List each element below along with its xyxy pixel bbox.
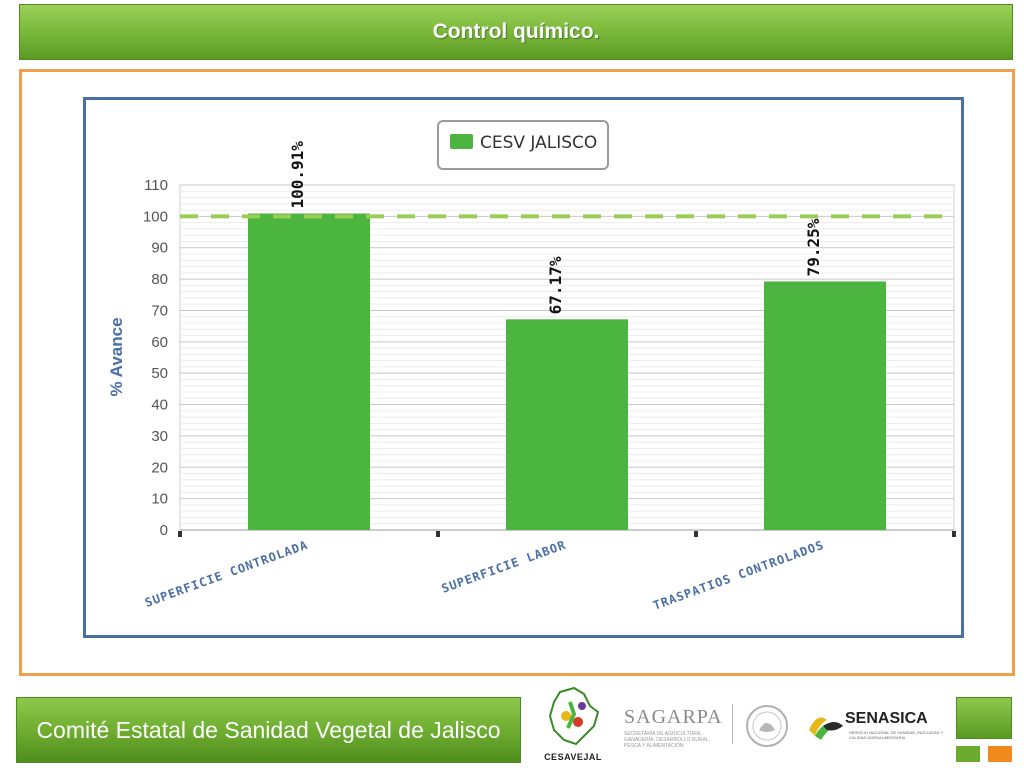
y-tick-label: 50 (151, 365, 168, 382)
data-label: 100.91% (288, 141, 307, 209)
decor-square-green (956, 697, 1012, 739)
jalisco-map-icon (548, 686, 600, 746)
y-tick-label: 70 (151, 302, 168, 319)
x-tick-mark (178, 531, 182, 537)
x-tick-mark (436, 531, 440, 537)
decor-small-orange (988, 746, 1012, 762)
x-tick-mark (694, 531, 698, 537)
y-tick-label: 0 (160, 522, 168, 539)
logo-strip: CESAVEJAL SAGARPA SECRETARÍA DE AGRICULT… (540, 684, 950, 764)
sagarpa-logo: SAGARPA SECRETARÍA DE AGRICULTURA, GANAD… (624, 706, 734, 756)
data-label: 79.25% (804, 218, 823, 276)
category-label: SUPERFICIE LABOR (440, 538, 568, 596)
y-tick-label: 30 (151, 428, 168, 445)
legend-box (437, 120, 609, 170)
y-tick-label: 60 (151, 334, 168, 351)
mexico-seal-icon (745, 704, 789, 748)
sagarpa-subtitle: SECRETARÍA DE AGRICULTURA, GANADERÍA, DE… (624, 731, 711, 749)
y-tick-label: 40 (151, 397, 168, 414)
footer-organization: Comité Estatal de Sanidad Vegetal de Jal… (36, 716, 501, 743)
decor-small-green (956, 746, 980, 762)
category-label: TRASPATIOS CONTROLADOS (651, 538, 826, 613)
y-tick-label: 10 (151, 491, 168, 508)
y-tick-label: 80 (151, 271, 168, 288)
y-axis-title: % Avance (107, 317, 126, 396)
bar (248, 213, 370, 530)
senasica-name: SENASICA (845, 710, 928, 727)
cesavejal-logo: CESAVEJAL (540, 684, 606, 764)
legend-label: CESV JALISCO (480, 133, 597, 153)
data-label: 67.17% (546, 256, 565, 314)
sagarpa-name: SAGARPA (624, 706, 723, 728)
y-tick-label: 100 (143, 208, 168, 225)
y-tick-label: 90 (151, 240, 168, 257)
y-tick-label: 20 (151, 459, 168, 476)
footer-bar: Comité Estatal de Sanidad Vegetal de Jal… (16, 697, 521, 763)
logo-divider (732, 704, 733, 744)
bar (764, 281, 886, 530)
category-label: SUPERFICIE CONTROLADA (143, 538, 310, 610)
senasica-logo: SENASICA SERVICIO NACIONAL DE SANIDAD, I… (805, 704, 953, 748)
bar (506, 319, 628, 530)
senasica-subtitle: SERVICIO NACIONAL DE SANIDAD, INOCUIDAD … (849, 730, 944, 740)
legend-swatch (450, 134, 473, 149)
y-tick-label: 110 (144, 177, 168, 194)
page-title: Control químico. (432, 20, 600, 43)
cesavejal-caption: CESAVEJAL (544, 752, 602, 762)
title-bar: Control químico. (19, 4, 1013, 60)
bar-chart: 0 10 20 30 40 50 60 70 80 90 100 110 100.91% SUPERFIC… (107, 120, 956, 613)
x-tick-mark (952, 531, 956, 537)
senasica-emblem-icon (809, 717, 843, 740)
